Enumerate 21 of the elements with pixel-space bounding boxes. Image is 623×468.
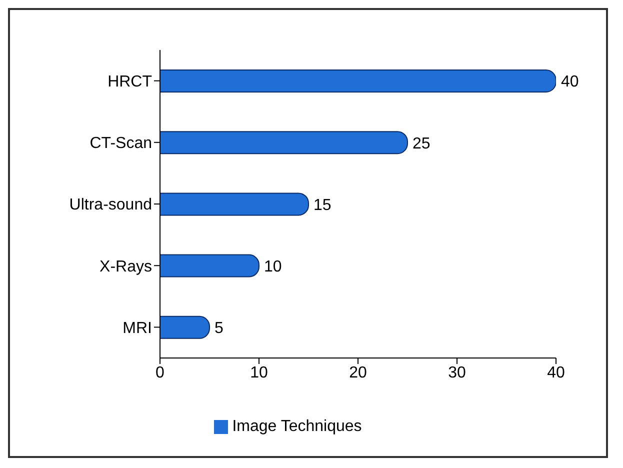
legend-label: Image Techniques	[232, 418, 362, 435]
bar	[160, 131, 408, 154]
x-tick-label: 20	[349, 364, 367, 382]
y-tick-label: Ultra-sound	[69, 196, 152, 214]
data-label: 25	[412, 135, 430, 152]
data-label: 40	[561, 74, 579, 91]
x-tick-label: 40	[547, 364, 565, 382]
y-tick-label: HRCT	[108, 73, 152, 90]
y-tick-label: CT-Scan	[90, 135, 152, 152]
x-tick-label: 10	[250, 364, 268, 382]
bar	[160, 70, 556, 92]
bar	[160, 254, 260, 278]
bar	[160, 316, 210, 339]
x-tick-label: 0	[156, 364, 165, 382]
data-label: 5	[214, 320, 224, 338]
data-label: 15	[314, 196, 332, 214]
data-label: 10	[264, 258, 282, 276]
y-tick-label: MRI	[122, 320, 152, 337]
y-tick-label: X-Rays	[100, 258, 152, 276]
x-tick-label: 30	[448, 364, 466, 382]
bar	[160, 192, 309, 216]
